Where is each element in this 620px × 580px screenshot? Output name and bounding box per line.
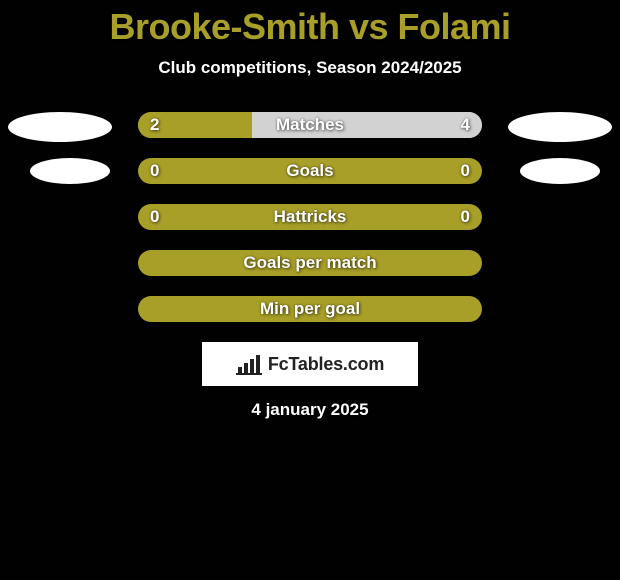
stat-bar: 00Goals xyxy=(138,158,482,184)
stat-row: 24Matches xyxy=(0,112,620,138)
player-left-avatar xyxy=(8,112,112,142)
stat-row: Goals per match xyxy=(0,250,620,276)
stat-row: Min per goal xyxy=(0,296,620,322)
stat-bar: Min per goal xyxy=(138,296,482,322)
page-title: Brooke-Smith vs Folami xyxy=(0,0,620,48)
stat-label: Matches xyxy=(138,112,482,138)
comparison-infographic: Brooke-Smith vs Folami Club competitions… xyxy=(0,0,620,580)
stat-label: Hattricks xyxy=(138,204,482,230)
stat-bar: 24Matches xyxy=(138,112,482,138)
bar-chart-icon xyxy=(236,353,262,375)
branding-badge: FcTables.com xyxy=(202,342,418,386)
stat-bars-container: 24Matches 00Goals 00Hattricks Goals per mat… xyxy=(0,112,620,322)
player-left-avatar xyxy=(30,158,110,184)
stat-label: Goals xyxy=(138,158,482,184)
player-right-avatar xyxy=(520,158,600,184)
stat-label: Goals per match xyxy=(138,250,482,276)
stat-row: 00Hattricks xyxy=(0,204,620,230)
stat-bar: Goals per match xyxy=(138,250,482,276)
player-right-avatar xyxy=(508,112,612,142)
stat-label: Min per goal xyxy=(138,296,482,322)
stat-bar: 00Hattricks xyxy=(138,204,482,230)
page-subtitle: Club competitions, Season 2024/2025 xyxy=(0,58,620,78)
snapshot-date: 4 january 2025 xyxy=(0,400,620,420)
stat-row: 00Goals xyxy=(0,158,620,184)
branding-text: FcTables.com xyxy=(268,354,384,375)
